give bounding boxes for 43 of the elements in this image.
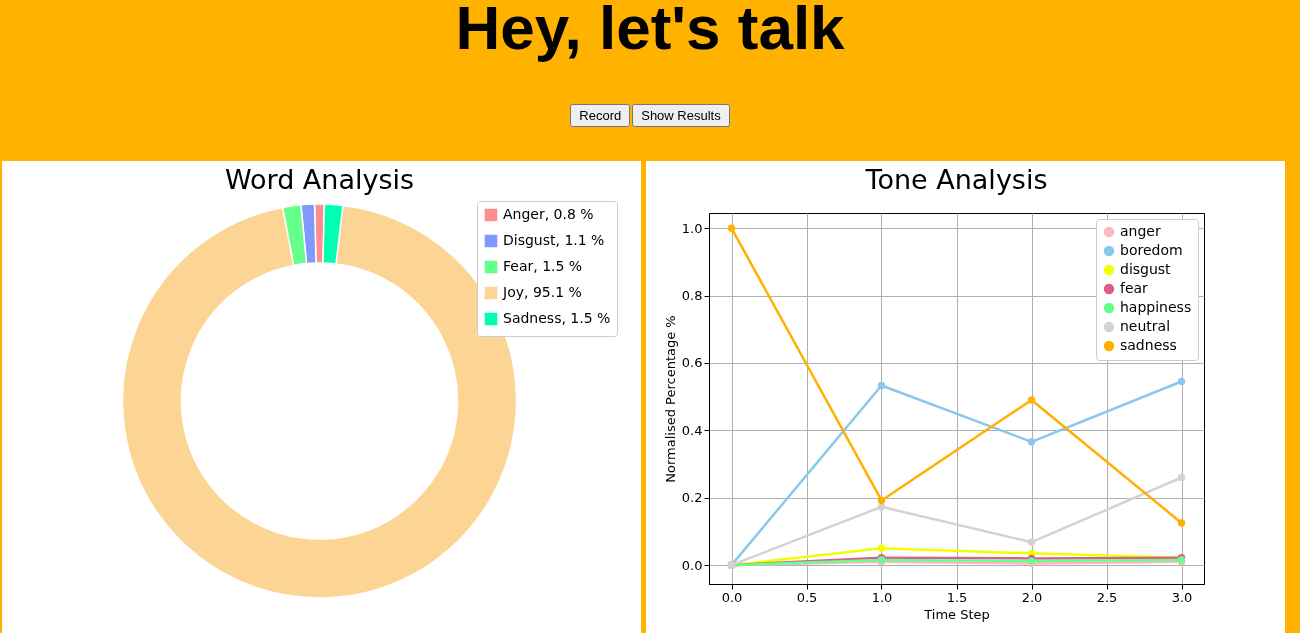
x-tick-label: 3.0 xyxy=(1171,589,1193,605)
point xyxy=(1027,396,1036,404)
legend-label: boredom xyxy=(1120,242,1183,258)
text: Hey, let's talk xyxy=(454,0,846,62)
legend-label: happiness xyxy=(1120,299,1192,315)
y-tick-label: 0.8 xyxy=(681,288,703,304)
x-tick-label: 0.0 xyxy=(721,589,743,605)
legend-label: Fear, 1.5 % xyxy=(503,258,583,274)
point xyxy=(1177,473,1186,482)
y-tick-label: 0.0 xyxy=(681,557,703,573)
text: Record xyxy=(570,104,631,127)
legend-label: anger xyxy=(1120,223,1161,239)
legend-label: Joy, 95.1 % xyxy=(502,284,582,300)
legend-label: disgust xyxy=(1120,261,1172,277)
point xyxy=(727,224,736,232)
legend-label: fear xyxy=(1120,280,1149,296)
point xyxy=(1027,438,1036,446)
text: Show Results xyxy=(632,104,730,127)
x-axis-title: Time Step xyxy=(923,606,990,622)
legend-label: Sadness, 1.5 % xyxy=(503,310,611,326)
x-tick-label: 2.5 xyxy=(1096,589,1118,605)
point xyxy=(1177,519,1186,527)
y-tick-label: 0.4 xyxy=(681,422,703,438)
legend-label: neutral xyxy=(1120,318,1171,334)
point xyxy=(877,503,886,511)
point xyxy=(1177,377,1186,386)
legend-label: Anger, 0.8 % xyxy=(503,206,594,222)
x-tick-label: 0.5 xyxy=(796,589,818,605)
chart-title: Tone Analysis xyxy=(864,164,1048,195)
y-tick-label: 0.6 xyxy=(681,355,703,371)
y-axis-title: Normalised Percentage % xyxy=(662,315,678,483)
x-tick-label: 1.5 xyxy=(946,589,968,605)
y-tick-label: 0.2 xyxy=(681,490,703,506)
x-tick-label: 2.0 xyxy=(1021,589,1043,605)
legend-label: Disgust, 1.1 % xyxy=(503,232,605,248)
x-tick-label: 1.0 xyxy=(871,589,893,605)
chart-title: Word Analysis xyxy=(224,164,415,195)
point xyxy=(877,544,886,552)
legend-label: sadness xyxy=(1120,337,1177,353)
point xyxy=(1027,538,1036,546)
y-tick-label: 1.0 xyxy=(681,220,703,236)
point xyxy=(877,496,886,505)
point xyxy=(877,381,886,390)
